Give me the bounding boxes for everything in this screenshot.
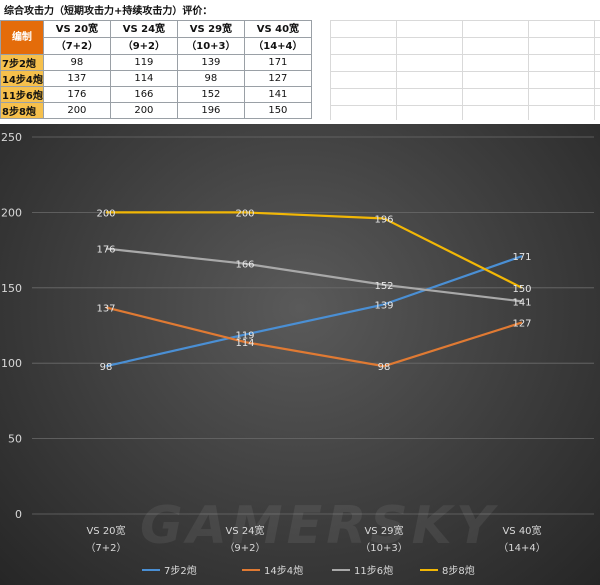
sheet-gridlines (330, 20, 600, 120)
table-cell[interactable]: 171 (243, 54, 312, 71)
watermark: GAMERSKY (140, 496, 498, 556)
corner-cell[interactable]: 编制 (0, 20, 44, 55)
table-row: 11步6炮 176 166 152 141 (0, 86, 312, 103)
header-cell-2-line2[interactable]: （9+2） (109, 37, 178, 55)
data-label: 114 (235, 338, 254, 349)
table-row: 14步4炮 137 114 98 127 (0, 70, 312, 87)
data-table: 编制 VS 20宽 VS 24宽 VS 29宽 VS 40宽 （7+2） （9+… (0, 20, 312, 119)
x-tick-label: VS 29宽 (364, 524, 403, 537)
chart-area[interactable]: 0 50 100 150 200 250 VS 20宽 （7+2） VS 24宽 （9+2） VS … (0, 124, 600, 585)
table-cell[interactable]: 98 (42, 54, 111, 71)
data-label: 150 (512, 284, 531, 295)
table-cell[interactable]: 176 (42, 86, 111, 103)
table-cell[interactable]: 139 (176, 54, 245, 71)
table-cell[interactable]: 200 (42, 102, 111, 119)
x-tick-label: VS 24宽 (225, 524, 264, 537)
line-chart: 0 50 100 150 200 250 VS 20宽 （7+2） VS 24宽 （9+2） VS … (1, 131, 594, 577)
header-row-2: （7+2） （9+2） （10+3） （14+4） (1, 37, 312, 55)
table-cell[interactable]: 152 (176, 86, 245, 103)
data-label: 141 (512, 297, 531, 308)
table-cell[interactable]: 137 (42, 70, 111, 87)
row-label[interactable]: 11步6炮 (0, 86, 44, 103)
table-cell[interactable]: 200 (109, 102, 178, 119)
series-line (105, 306, 523, 368)
x-tick-label: VS 20宽 (86, 524, 125, 537)
x-tick-label-sub: （9+2） (224, 542, 265, 554)
data-label: 139 (374, 300, 393, 311)
header-cell-4-line1[interactable]: VS 40宽 (243, 20, 312, 38)
header-cell-4-line2[interactable]: （14+4） (243, 37, 312, 55)
legend-label: 7步2炮 (164, 564, 197, 577)
series-line (105, 247, 523, 303)
y-tick-label: 200 (1, 206, 22, 219)
spreadsheet-area: 综合攻击力（短期攻击力+持续攻击力）评价： 编制 VS 20宽 VS 24宽 V… (0, 0, 600, 124)
data-label: 119 (235, 331, 254, 342)
legend-label: 8步8炮 (442, 564, 475, 577)
table-cell[interactable]: 127 (243, 70, 312, 87)
table-cell[interactable]: 114 (109, 70, 178, 87)
row-label[interactable]: 14步4炮 (0, 70, 44, 87)
data-label: 127 (512, 318, 531, 329)
data-label: 98 (100, 362, 113, 373)
data-label: 200 (235, 208, 254, 219)
y-tick-label: 100 (1, 357, 22, 370)
table-row: 8步8炮 200 200 196 150 (0, 102, 312, 119)
series-line (105, 255, 523, 368)
data-label: 176 (96, 245, 115, 256)
table-cell[interactable]: 150 (243, 102, 312, 119)
table-cell[interactable]: 196 (176, 102, 245, 119)
data-label: 152 (374, 281, 393, 292)
sheet-title: 综合攻击力（短期攻击力+持续攻击力）评价： (4, 6, 213, 17)
x-tick-label-sub: （7+2） (85, 542, 126, 554)
header-cell-2-line1[interactable]: VS 24宽 (109, 20, 178, 38)
data-label: 200 (96, 208, 115, 219)
y-tick-label: 0 (15, 508, 22, 521)
data-label: 196 (374, 214, 393, 225)
x-tick-label-sub: （10+3） (360, 542, 407, 554)
header-cell-3-line2[interactable]: （10+3） (176, 37, 245, 55)
series-line (106, 211, 523, 289)
row-label[interactable]: 8步8炮 (0, 102, 44, 119)
x-tick-label: VS 40宽 (502, 524, 541, 537)
header-cell-1-line1[interactable]: VS 20宽 (42, 20, 111, 38)
y-tick-label: 50 (8, 433, 22, 446)
data-label: 98 (378, 362, 391, 373)
table-cell[interactable]: 98 (176, 70, 245, 87)
header-cell-3-line1[interactable]: VS 29宽 (176, 20, 245, 38)
header-cell-1-line2[interactable]: （7+2） (42, 37, 111, 55)
table-row: 7步2炮 98 119 139 171 (0, 54, 312, 71)
table-cell[interactable]: 141 (243, 86, 312, 103)
y-tick-label: 150 (1, 282, 22, 295)
row-label[interactable]: 7步2炮 (0, 54, 44, 71)
data-label: 137 (96, 303, 115, 314)
table-cell[interactable]: 166 (109, 86, 178, 103)
legend-label: 11步6炮 (354, 564, 393, 577)
header-row: 编制 VS 20宽 VS 24宽 VS 29宽 VS 40宽 (0, 20, 312, 55)
table-cell[interactable]: 119 (109, 54, 178, 71)
legend-label: 14步4炮 (264, 564, 303, 577)
data-label: 171 (512, 252, 531, 263)
y-tick-label: 250 (1, 131, 22, 144)
x-tick-label-sub: （14+4） (498, 542, 545, 554)
data-label: 166 (235, 260, 254, 271)
